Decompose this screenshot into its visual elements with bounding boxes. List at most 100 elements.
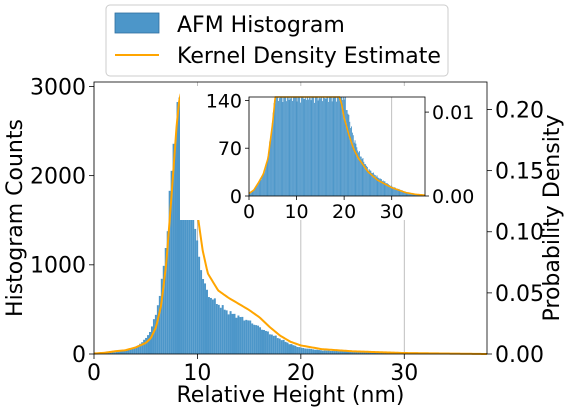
histogram-bar (249, 320, 252, 354)
x-tick-label: 20 (287, 361, 315, 386)
histogram-bar (300, 102, 301, 196)
histogram-bar (378, 178, 380, 196)
histogram-bar (213, 298, 216, 354)
histogram-bar (296, 101, 298, 196)
histogram-bar (359, 151, 360, 196)
histogram-bar (379, 178, 381, 196)
histogram-bar (115, 351, 118, 354)
histogram-bar (361, 351, 364, 354)
histogram-bar (342, 100, 344, 196)
histogram-bar (111, 352, 114, 354)
histogram-bar (280, 340, 283, 354)
histogram-bar (166, 231, 169, 354)
inset-y2-ticks: 0.00 0.01 (425, 102, 474, 208)
inset-axes: 0 10 20 30 0 70 140 0.00 0.01 (180, 86, 485, 223)
histogram-bar (386, 183, 388, 196)
histogram-bar (314, 102, 315, 196)
histogram-bar (392, 186, 394, 196)
histogram-bar (190, 194, 193, 354)
histogram-bar (164, 247, 167, 354)
histogram-bar (315, 97, 316, 196)
histogram-bar (184, 118, 187, 354)
histogram-bar (303, 99, 305, 196)
histogram-bar (341, 97, 343, 196)
histogram-bar (160, 278, 163, 354)
inset-histogram-bars (249, 97, 425, 196)
histogram-bar (354, 140, 356, 196)
legend-histogram-swatch (114, 12, 160, 34)
histogram-bar (245, 319, 248, 354)
histogram-bar (158, 295, 161, 354)
histogram-bar (194, 228, 197, 354)
main-histogram-bars (94, 86, 487, 354)
y-tick-label: 70 (218, 138, 242, 160)
histogram-bar (186, 139, 189, 354)
histogram-bar (209, 297, 212, 354)
histogram-bar (270, 136, 271, 196)
histogram-bar (345, 351, 348, 354)
histogram-bar (376, 175, 378, 196)
histogram-bar (292, 345, 295, 354)
histogram-bar (196, 240, 199, 354)
histogram-bar (272, 112, 274, 196)
histogram-bar (353, 142, 355, 196)
histogram-bar (329, 350, 332, 354)
histogram-bar (329, 97, 331, 196)
histogram-bar (277, 97, 279, 196)
histogram-bar (370, 170, 372, 196)
histogram-bar (335, 97, 337, 196)
histogram-bar (403, 190, 404, 196)
histogram-bar (310, 348, 313, 354)
histogram-bar (366, 166, 368, 196)
histogram-bar (390, 185, 392, 196)
histogram-bar (291, 97, 293, 196)
histogram-bar (322, 101, 323, 196)
histogram-bar (289, 97, 291, 196)
histogram-bar (358, 152, 359, 196)
histogram-bar (360, 156, 362, 196)
histogram-bar (395, 187, 396, 196)
histogram-bar (323, 97, 325, 196)
x-tick-label: 10 (183, 361, 211, 386)
histogram-bar (330, 97, 332, 196)
histogram-bar (207, 297, 210, 354)
histogram-bar (202, 279, 205, 354)
histogram-bar (334, 97, 336, 196)
y-tick-label: 1000 (30, 254, 86, 279)
histogram-bar (150, 326, 153, 354)
y-tick-label: 0 (72, 343, 86, 368)
histogram-bar (339, 351, 342, 354)
histogram-bar (284, 97, 286, 196)
histogram-bar (406, 192, 408, 196)
histogram-bar (393, 187, 395, 196)
histogram-bar (200, 270, 203, 354)
histogram-bar (131, 348, 134, 354)
histogram-bar (381, 179, 382, 196)
y2-tick-label: 0.15 (495, 160, 544, 185)
histogram-bar (125, 350, 128, 354)
y2-tick-label: 0.00 (495, 343, 544, 368)
histogram-bar (286, 97, 288, 196)
histogram-bar (346, 110, 348, 196)
histogram-bar (305, 97, 307, 196)
histogram-bar (404, 191, 406, 196)
legend-label-histogram: AFM Histogram (177, 13, 345, 38)
histogram-bar (308, 348, 311, 354)
histogram-bar (264, 168, 266, 196)
histogram-bar (143, 339, 146, 354)
histogram-bar (206, 289, 208, 354)
histogram-bar (367, 352, 370, 354)
histogram-bar (178, 97, 181, 354)
main-x-ticks: 0 10 20 30 (87, 354, 418, 386)
histogram-bar (382, 180, 384, 196)
histogram-bar (269, 141, 271, 196)
histogram-bar (285, 101, 287, 196)
histogram-bar (274, 103, 276, 196)
legend-label-kde: Kernel Density Estimate (177, 44, 441, 69)
y-tick-label: 2000 (30, 165, 86, 190)
histogram-bar (270, 334, 273, 354)
histogram-bar (145, 337, 148, 354)
histogram-bar (278, 338, 281, 354)
histogram-bar (225, 310, 228, 354)
